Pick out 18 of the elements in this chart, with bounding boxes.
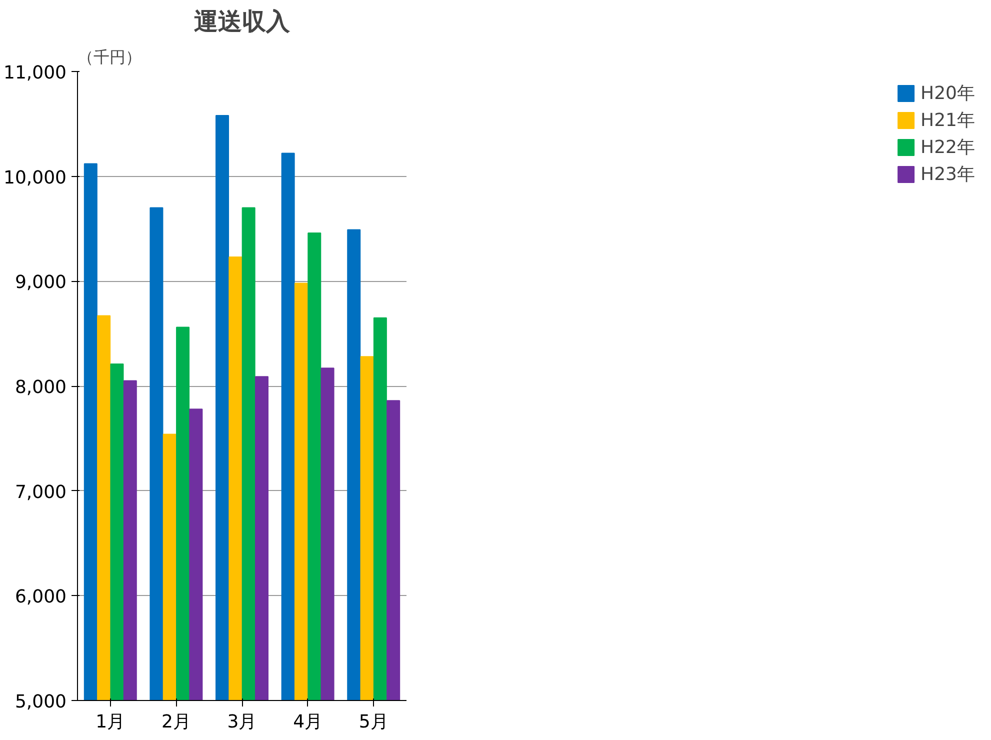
y-axis-title: （千円） [78, 48, 142, 66]
y-tick-label: 9,000 [14, 272, 66, 294]
x-tick-label: 1月 [96, 712, 126, 732]
x-tick-label: 4月 [293, 712, 323, 732]
legend-label: H23年 [920, 163, 975, 186]
y-tick-label: 10,000 [4, 167, 66, 188]
y-tick-label: 8,000 [14, 377, 66, 398]
y-tick-label: 6,000 [14, 586, 66, 608]
x-tick-label: 3月 [227, 712, 257, 732]
legend-label: H21年 [920, 109, 975, 132]
x-tick-label: 5月 [358, 712, 388, 732]
y-tick-label: 5,000 [14, 692, 66, 712]
legend-label: H22年 [920, 136, 975, 159]
x-tick-label: 2月 [161, 712, 191, 732]
legend-label: H20年 [920, 82, 975, 105]
y-tick-label: 7,000 [14, 482, 66, 503]
chart-title: 運送収入 [194, 8, 291, 36]
y-tick-label: 11,000 [4, 62, 66, 84]
